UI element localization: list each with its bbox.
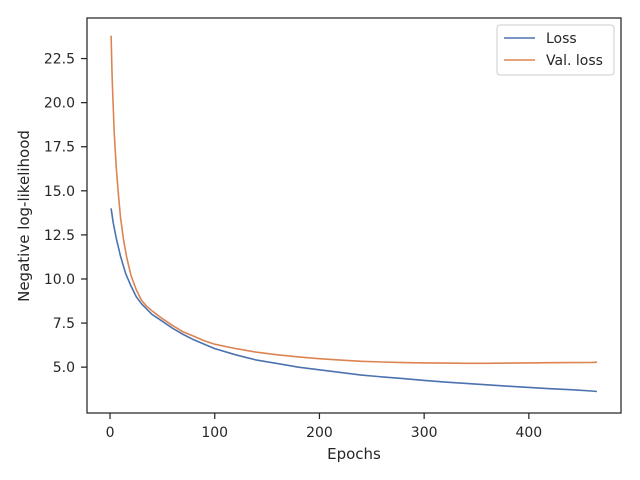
- series-line-loss: [110, 208, 597, 393]
- y-tick-label: 12.5: [44, 228, 75, 244]
- x-tick-label: 300: [411, 425, 438, 441]
- y-tick-label: 20.0: [44, 96, 75, 112]
- y-tick-label: 15.0: [44, 184, 75, 200]
- y-tick-label: 5.0: [53, 360, 75, 376]
- y-tick-label: 10.0: [44, 272, 75, 288]
- legend-label-loss: Loss: [546, 31, 577, 47]
- y-tick-label: 17.5: [44, 140, 75, 156]
- y-tick-label: 7.5: [53, 316, 75, 332]
- x-tick-label: 200: [306, 425, 333, 441]
- plot-lines: [110, 35, 597, 393]
- x-axis-label: Epochs: [327, 445, 381, 463]
- x-tick-label: 400: [515, 425, 542, 441]
- series-line-val-loss: [110, 35, 597, 365]
- y-axis-ticks: 5.0 7.5 10.0 12.5 15.0 17.5 20.0 22.5: [44, 52, 87, 376]
- y-axis-label: Negative log-likelihood: [15, 130, 33, 302]
- y-tick-label: 22.5: [44, 52, 75, 68]
- legend: Loss Val. loss: [496, 24, 615, 76]
- x-tick-label: 0: [106, 425, 115, 441]
- legend-label-val-loss: Val. loss: [546, 53, 603, 69]
- x-axis-ticks: 0 100 200 300 400: [106, 413, 542, 441]
- x-tick-label: 100: [201, 425, 228, 441]
- plot-frame: [86, 17, 622, 414]
